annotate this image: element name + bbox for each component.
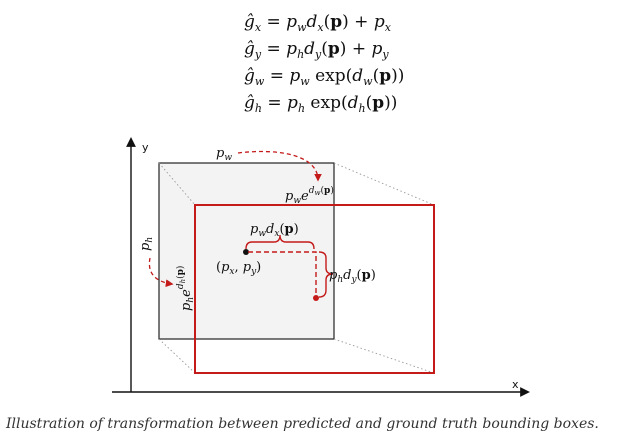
dy-brace (318, 251, 334, 298)
projection-lines (158, 162, 435, 374)
y-axis-label: y (142, 141, 149, 154)
equation-gh: ĝh = ph exp(dh(p)) (244, 93, 397, 115)
pw-arrow (237, 150, 322, 182)
dx-label: pwdx(p) (250, 222, 299, 239)
x-axis-label: x (512, 378, 519, 391)
equation-gy: ĝy = phdy(p) + py (244, 39, 389, 61)
ground-truth-center-point (313, 295, 319, 301)
equation-gw: ĝw = pw exp(dw(p)) (244, 66, 404, 88)
dx-brace (245, 234, 315, 250)
caption: Illustration of transformation between p… (5, 416, 599, 432)
center-label: (px, py) (216, 260, 261, 277)
dy-label: phdy(p) (329, 268, 376, 285)
ground-truth-box (194, 204, 435, 374)
equation-gx: ĝx = pwdx(p) + px (244, 12, 392, 34)
predicted-center-point (243, 249, 249, 255)
equations: ĝx = pwdx(p) + px ĝy = phdy(p) + py ĝw =… (244, 12, 404, 115)
ph-label: ph (138, 237, 155, 251)
pw-label: pw (216, 146, 232, 163)
offset-path (248, 251, 317, 297)
ph-arrow (148, 257, 174, 288)
